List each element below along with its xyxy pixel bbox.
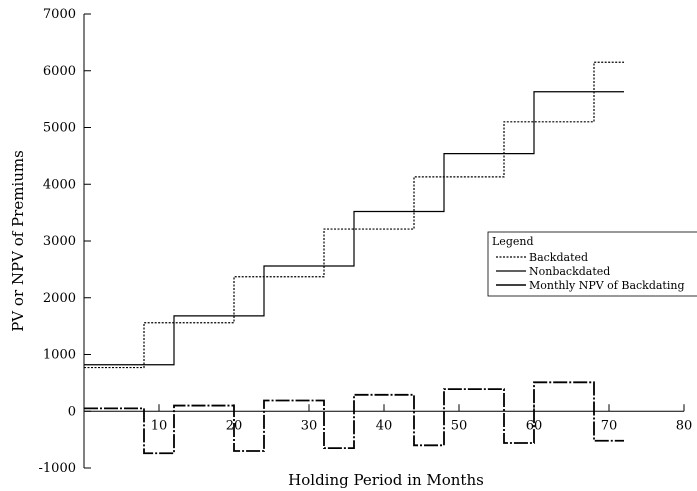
y-tick-label-3: 2000 bbox=[43, 291, 76, 306]
x-tick-label-2: 30 bbox=[301, 418, 318, 433]
y-tick-label-5: 4000 bbox=[43, 177, 76, 192]
series-line-1 bbox=[84, 91, 624, 366]
y-tick-label-2: 1000 bbox=[43, 348, 76, 363]
y-axis-title: PV or NPV of Premiums bbox=[9, 150, 27, 332]
series-layer bbox=[84, 61, 624, 455]
legend-title: Legend bbox=[492, 235, 534, 248]
legend-entry-backdated: Backdated bbox=[529, 251, 588, 264]
y-tick-label-4: 3000 bbox=[43, 234, 76, 249]
y-tick-label-7: 6000 bbox=[43, 64, 76, 79]
series-line-2 bbox=[84, 381, 624, 455]
y-tick-label-0: -1000 bbox=[39, 461, 76, 476]
y-tick-label-6: 5000 bbox=[43, 121, 76, 136]
x-tick-label-3: 40 bbox=[376, 418, 393, 433]
x-tick-label-6: 70 bbox=[601, 418, 618, 433]
legend-entry-npv: Monthly NPV of Backdating bbox=[529, 279, 685, 292]
x-tick-label-0: 10 bbox=[151, 418, 168, 433]
legend: Legend Backdated Nonbackdated Monthly NP… bbox=[487, 231, 697, 297]
x-axis-title: Holding Period in Months bbox=[288, 471, 484, 489]
y-tick-label-1: 0 bbox=[68, 404, 76, 419]
x-tick-label-7: 80 bbox=[676, 418, 693, 433]
legend-entry-nonbackdated: Nonbackdated bbox=[529, 265, 610, 278]
x-tick-label-4: 50 bbox=[451, 418, 468, 433]
series-line-0 bbox=[84, 61, 624, 369]
y-tick-label-8: 7000 bbox=[43, 7, 76, 22]
